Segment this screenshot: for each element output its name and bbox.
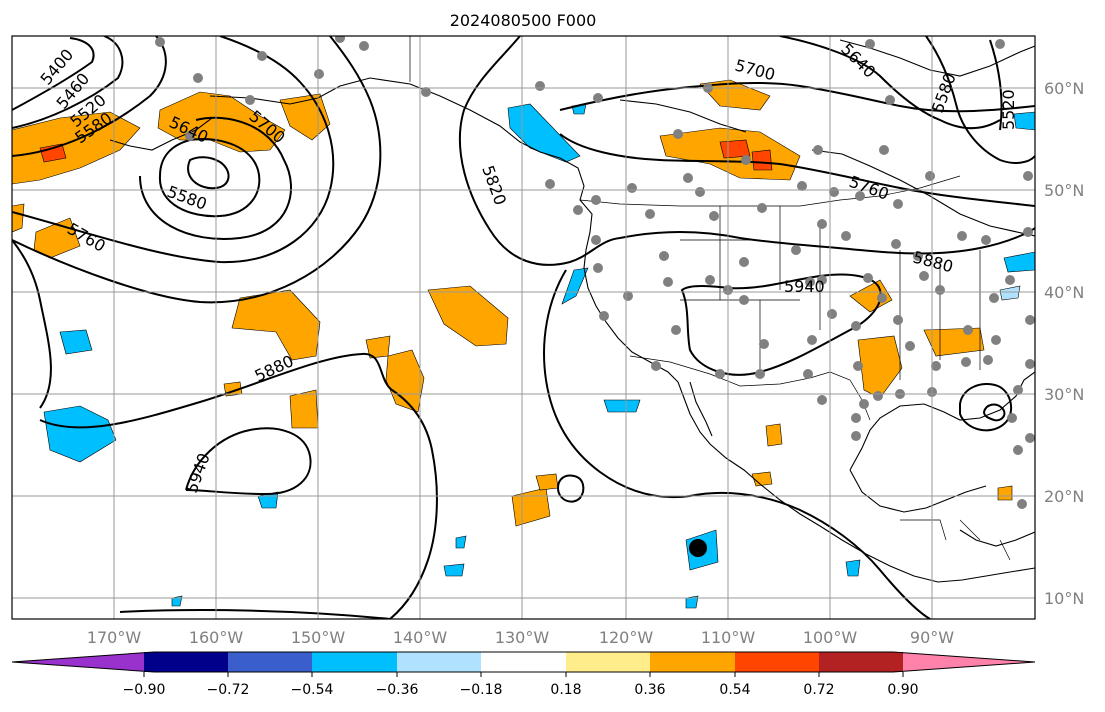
lon-label: 110°W <box>701 628 756 647</box>
colorbar-extension-high <box>893 652 1035 672</box>
map-frame <box>11 35 1036 620</box>
positive-anomaly-area <box>427 285 509 347</box>
positive-anomaly-area <box>535 473 559 491</box>
colorbar-tick-label: 0.36 <box>634 682 665 698</box>
negative-anomaly-area <box>999 285 1021 301</box>
colorbar-segment <box>144 652 228 672</box>
map-panel: 5400 5460 5520 5580 5640 5700 5580 5760 … <box>12 36 1035 619</box>
colorbar-tick-label: 0.18 <box>550 682 581 698</box>
lon-label: 170°W <box>87 628 142 647</box>
lon-label: 160°W <box>189 628 244 647</box>
positive-anomaly-area <box>751 471 773 487</box>
contour-label: 5940 <box>784 277 825 296</box>
positive-anomaly-area <box>12 111 141 185</box>
lat-label: 30°N <box>1044 385 1084 404</box>
colorbar-ticks: −0.90 −0.72 −0.54 −0.36 −0.18 0.18 0.36 0.54 0.7… <box>123 672 919 698</box>
storm-center-marker <box>689 539 707 557</box>
strong-positive-anomaly-area <box>39 143 67 163</box>
latitude-labels: 60°N 50°N 40°N 30°N 20°N 10°N <box>1044 79 1084 608</box>
negative-anomaly-area <box>507 103 581 163</box>
positive-anomaly-area <box>857 335 903 399</box>
lon-label: 150°W <box>291 628 346 647</box>
colorbar-segment <box>228 652 312 672</box>
map-title: 2024080500 F000 <box>450 11 597 30</box>
negative-anomaly-area <box>443 563 465 577</box>
lat-label: 40°N <box>1044 283 1084 302</box>
colorbar <box>11 651 1036 673</box>
negative-anomaly-area <box>685 595 699 609</box>
colorbar-tick-label: −0.18 <box>460 682 503 698</box>
colorbar-tick-label: 0.54 <box>719 682 750 698</box>
colorbar-extension-low <box>12 652 154 672</box>
colorbar-tick-label: −0.90 <box>123 682 166 698</box>
height-contours <box>12 36 1035 619</box>
negative-anomaly-area <box>561 267 589 305</box>
colorbar-segment <box>819 652 903 672</box>
contour-label: 5520 <box>999 89 1018 130</box>
positive-anomaly-area <box>765 423 783 447</box>
longitude-labels: 170°W 160°W 150°W 140°W 130°W 120°W 110°… <box>87 628 954 647</box>
negative-anomaly-area <box>603 399 641 413</box>
positive-anomaly-area <box>385 349 425 413</box>
negative-anomaly-area <box>59 329 93 355</box>
lat-label: 60°N <box>1044 79 1084 98</box>
positive-anomaly-area <box>231 289 321 361</box>
negative-anomaly-area <box>455 535 467 549</box>
lon-label: 90°W <box>910 628 954 647</box>
colorbar-tick-label: 0.72 <box>803 682 834 698</box>
colorbar-tick-label: −0.72 <box>207 682 250 698</box>
colorbar-tick-label: 0.90 <box>887 682 918 698</box>
lon-label: 140°W <box>393 628 448 647</box>
negative-anomaly-area <box>845 559 861 577</box>
positive-anomaly-area <box>12 203 25 233</box>
graticule <box>12 36 1035 619</box>
colorbar-tick-label: −0.36 <box>376 682 419 698</box>
colorbar-segment <box>481 652 566 672</box>
positive-anomaly-area <box>289 389 319 429</box>
lat-label: 10°N <box>1044 589 1084 608</box>
negative-anomaly-area <box>43 405 117 463</box>
lon-label: 120°W <box>599 628 654 647</box>
colorbar-outline <box>11 651 1036 673</box>
colorbar-segment <box>735 652 819 672</box>
colorbar-segment <box>397 652 481 672</box>
colorbar-segment <box>650 652 735 672</box>
lat-label: 20°N <box>1044 487 1084 506</box>
negative-anomaly-area <box>1013 111 1035 131</box>
political-borders <box>409 36 1011 561</box>
positive-anomaly-area <box>997 485 1013 501</box>
lon-label: 130°W <box>495 628 550 647</box>
strong-positive-anomaly-area <box>751 149 773 171</box>
colorbar-segment <box>566 652 650 672</box>
colorbar-segment <box>312 652 397 672</box>
positive-anomaly-area <box>849 279 893 313</box>
negative-anomaly-area <box>1003 251 1035 273</box>
lat-label: 50°N <box>1044 181 1084 200</box>
lon-label: 100°W <box>803 628 858 647</box>
colorbar-tick-label: −0.54 <box>291 682 334 698</box>
